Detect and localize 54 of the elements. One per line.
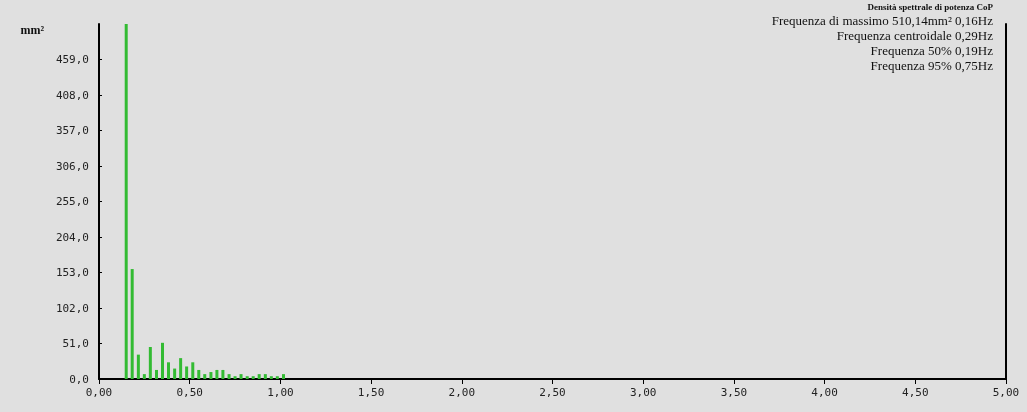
bar (227, 374, 231, 379)
bar (263, 374, 267, 379)
bar (233, 376, 237, 379)
x-tick-label: 3,50 (720, 386, 748, 399)
x-tick-label: 2,50 (539, 386, 566, 399)
bar (257, 374, 261, 379)
x-tick-label: 5,00 (992, 386, 1020, 399)
x-tick-label: 0,50 (176, 386, 203, 399)
bar (179, 358, 183, 379)
x-tick-label: 4,50 (902, 386, 929, 399)
bar (221, 369, 225, 379)
bar (275, 376, 279, 379)
bar (142, 374, 146, 379)
y-tick-label: 102,0 (55, 301, 89, 315)
annotation: Frequenza 50% 0,19Hz (870, 43, 994, 58)
bar (269, 376, 273, 379)
annotation: Frequenza 95% 0,75Hz (870, 58, 994, 73)
bar (160, 342, 164, 379)
bar (173, 368, 177, 379)
x-tick-label: 3,00 (629, 386, 657, 399)
bar (185, 366, 189, 379)
bar (197, 369, 201, 379)
y-tick-label: 357,0 (55, 124, 89, 138)
bar (155, 369, 158, 379)
bar (203, 374, 207, 379)
x-tick-label: 2,00 (448, 386, 476, 399)
chart-title: Densità spettrale di potenza CoP (867, 1, 994, 12)
y-tick-label: 306,0 (55, 159, 89, 173)
annotation: Frequenza di massimo 510,14mm² 0,16Hz (771, 13, 994, 28)
x-tick-label: 4,00 (811, 386, 838, 399)
y-tick-label: 408,0 (55, 88, 89, 102)
y-tick-label: 51,0 (62, 337, 89, 351)
y-tick-label: 255,0 (55, 195, 89, 209)
bar (251, 376, 255, 379)
y-tick-label: 459,0 (55, 53, 89, 67)
bar (130, 269, 134, 379)
y-tick-label: 153,0 (55, 266, 89, 280)
x-tick-label: 1,00 (267, 386, 294, 399)
y-axis-title: mm² (20, 23, 45, 37)
bar (245, 376, 249, 379)
bar (209, 372, 213, 379)
bar (191, 362, 195, 379)
annotation: Frequenza centroidale 0,29Hz (836, 28, 994, 43)
bar (166, 362, 170, 379)
bar (239, 374, 243, 379)
bar (281, 374, 285, 379)
bar (124, 24, 128, 379)
bar (215, 369, 219, 379)
y-tick-label: 0,0 (69, 372, 89, 386)
bar (136, 354, 140, 379)
x-tick-label: 0,00 (85, 386, 113, 399)
bar (148, 346, 152, 379)
x-tick-label: 1,50 (357, 386, 385, 399)
y-tick-label: 204,0 (55, 230, 89, 244)
